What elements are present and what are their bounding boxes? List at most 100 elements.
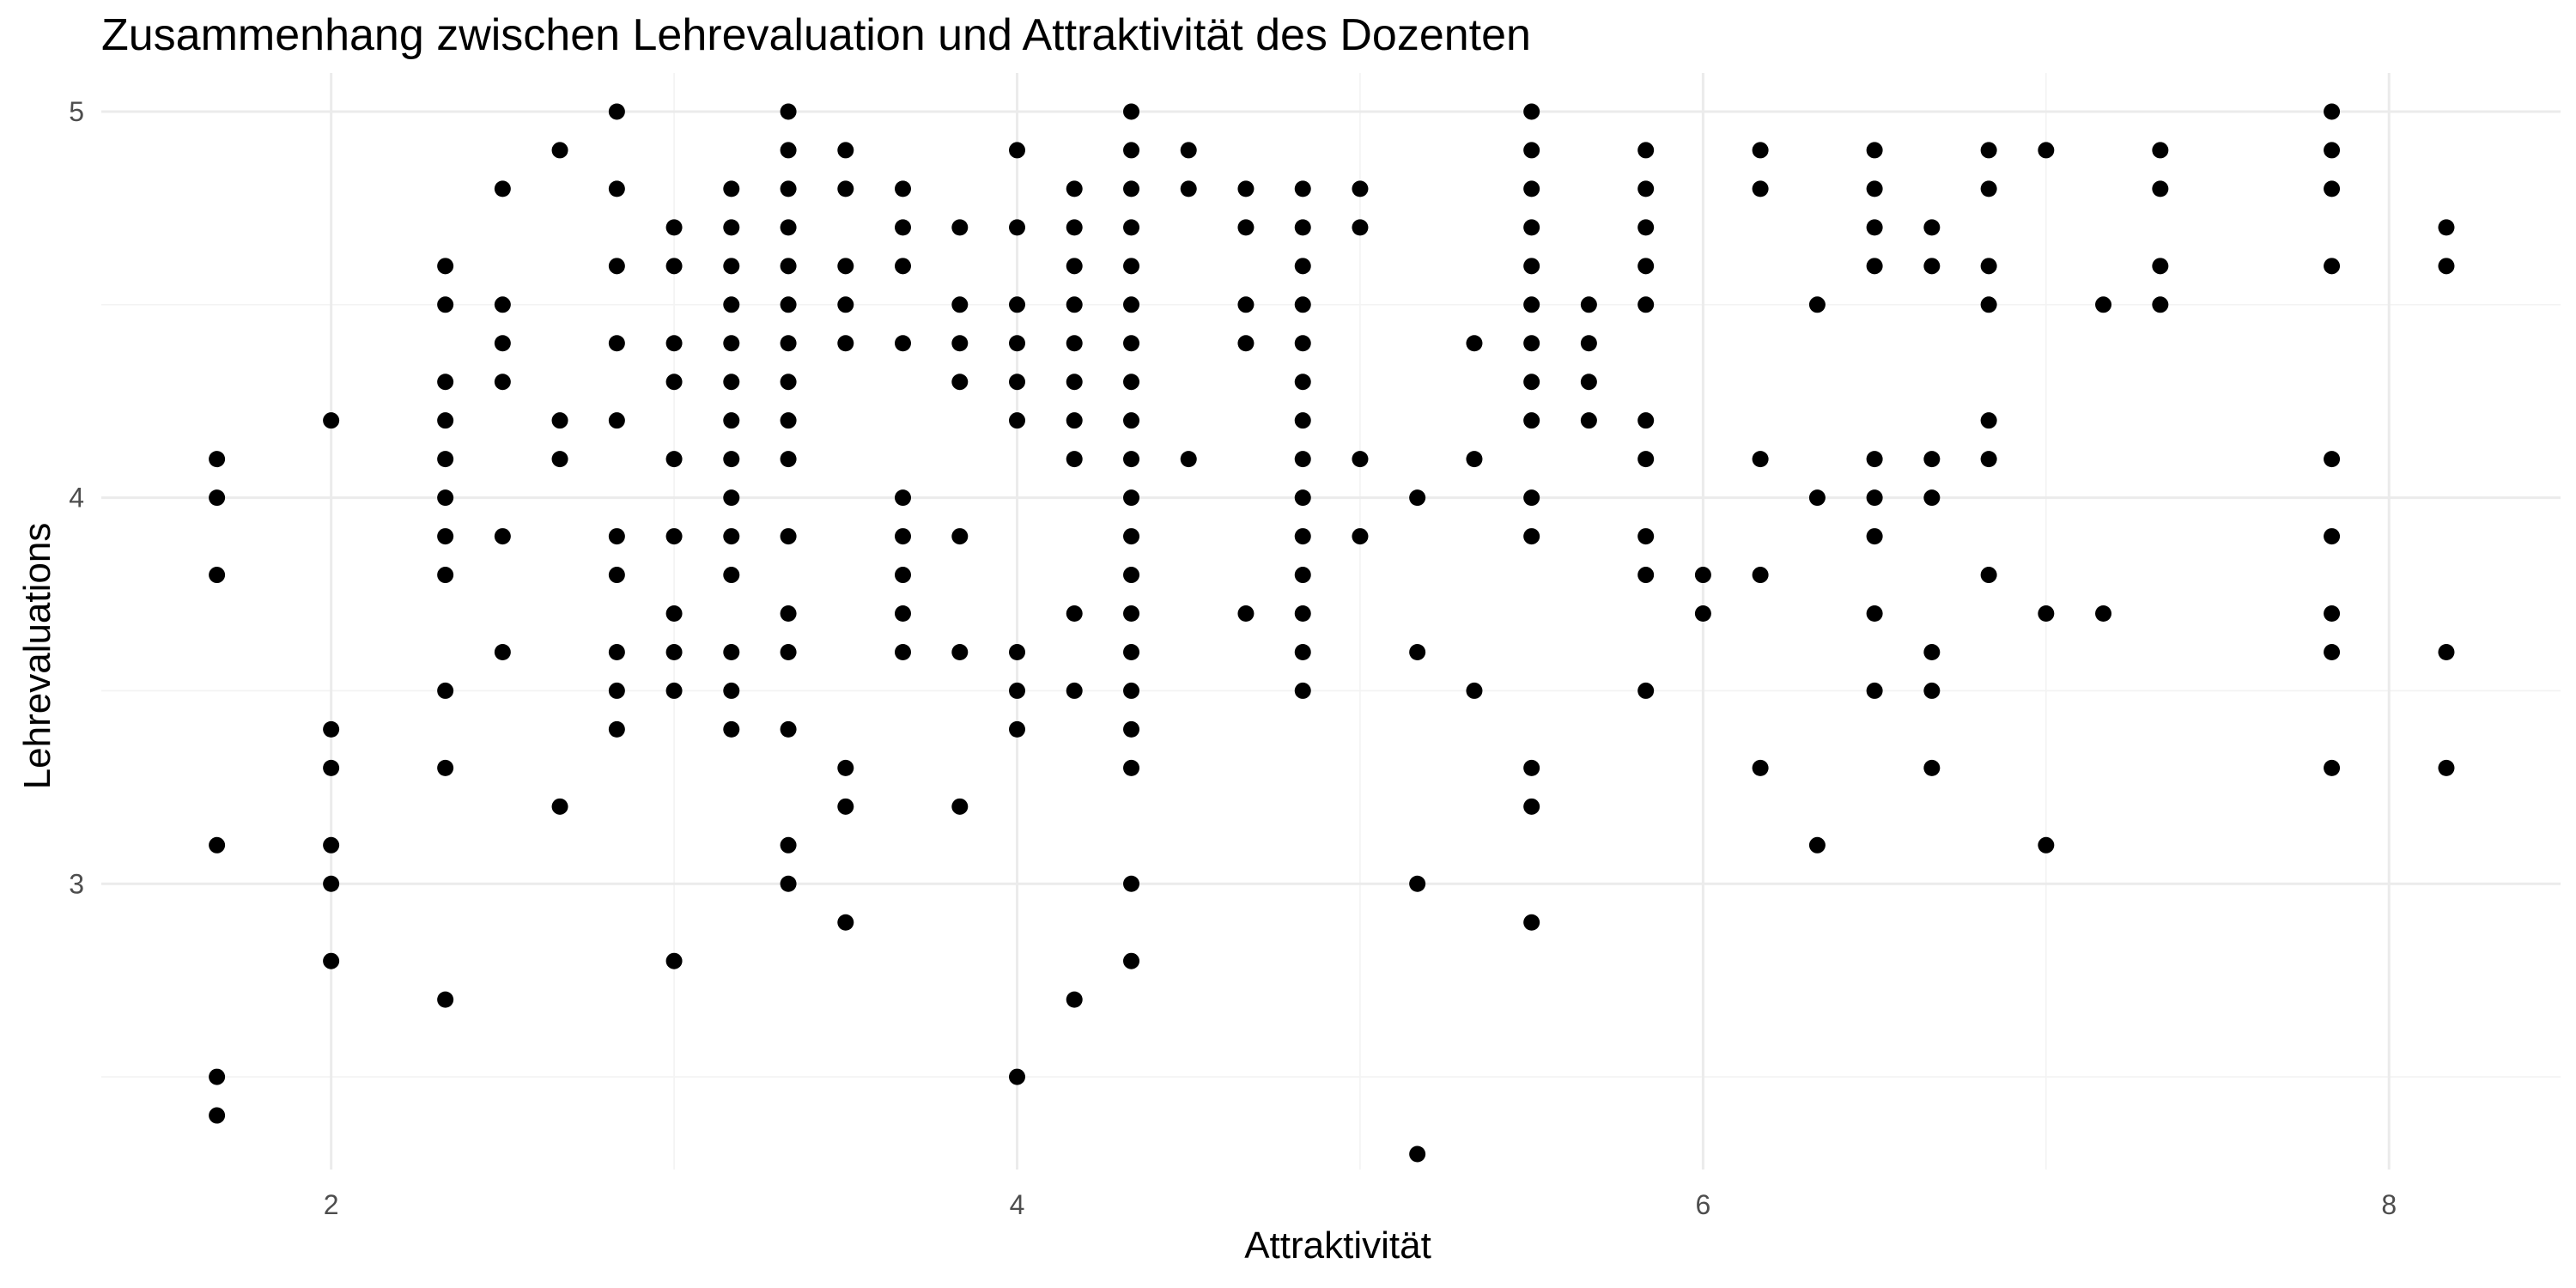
data-point [1123, 875, 1140, 892]
data-point [1123, 180, 1140, 197]
data-point [1580, 374, 1597, 391]
data-point [1580, 412, 1597, 429]
data-point [1294, 489, 1311, 507]
data-point [1523, 180, 1540, 197]
data-point [665, 682, 683, 699]
data-point [1752, 759, 1769, 776]
data-point [608, 528, 625, 545]
data-point [1523, 528, 1540, 545]
data-point [951, 296, 969, 313]
data-point [1123, 374, 1140, 391]
data-point [437, 374, 454, 391]
data-point [1123, 219, 1140, 236]
data-point [1123, 103, 1140, 120]
data-point [2324, 180, 2341, 197]
data-point [494, 296, 511, 313]
data-point [437, 258, 454, 275]
x-tick-label: 4 [1010, 1189, 1025, 1220]
data-point [837, 914, 854, 931]
data-point [2038, 142, 2055, 159]
data-point [1009, 335, 1026, 352]
data-point [1409, 1145, 1426, 1163]
data-point [608, 567, 625, 584]
data-point [1352, 528, 1369, 545]
data-point [1066, 451, 1083, 468]
data-point [1980, 451, 1997, 468]
data-point [951, 798, 969, 815]
data-point [323, 952, 340, 969]
data-point [1637, 219, 1655, 236]
y-axis-title: Lehrevaluations [16, 523, 58, 790]
data-point [209, 1068, 226, 1085]
data-point [780, 528, 797, 545]
data-point [1294, 412, 1311, 429]
data-point [1580, 296, 1597, 313]
data-point [209, 451, 226, 468]
data-point [723, 451, 740, 468]
data-point [1123, 451, 1140, 468]
data-point [494, 528, 511, 545]
data-point [780, 335, 797, 352]
data-point [1466, 335, 1483, 352]
data-point [2095, 605, 2112, 623]
data-point [723, 258, 740, 275]
data-point [723, 528, 740, 545]
data-point [2438, 258, 2455, 275]
data-point [665, 451, 683, 468]
data-point [2152, 258, 2169, 275]
data-point [951, 643, 969, 660]
data-point [894, 219, 911, 236]
data-point [1123, 258, 1140, 275]
data-point [1180, 142, 1197, 159]
data-point [1123, 720, 1140, 738]
data-point [608, 258, 625, 275]
data-point [723, 489, 740, 507]
data-point [2324, 605, 2341, 623]
data-point [1923, 759, 1941, 776]
data-point [1523, 374, 1540, 391]
data-point [1123, 643, 1140, 660]
data-point [1523, 759, 1540, 776]
data-point [2324, 103, 2341, 120]
data-point [1294, 605, 1311, 623]
data-point [1637, 682, 1655, 699]
grid-lines [101, 73, 2561, 1170]
data-point [437, 991, 454, 1008]
data-point [780, 258, 797, 275]
data-point [951, 528, 969, 545]
data-point [1294, 451, 1311, 468]
data-point [1866, 528, 1883, 545]
data-point [1123, 412, 1140, 429]
data-point [1637, 142, 1655, 159]
data-point [665, 605, 683, 623]
data-point [1580, 335, 1597, 352]
data-point [1009, 142, 1026, 159]
data-point [723, 567, 740, 584]
data-point [323, 875, 340, 892]
data-point [665, 258, 683, 275]
data-point [1237, 219, 1255, 236]
data-point [837, 335, 854, 352]
data-point [1066, 605, 1083, 623]
data-point [1866, 605, 1883, 623]
data-point [1352, 451, 1369, 468]
data-point [437, 489, 454, 507]
y-tick-label: 5 [69, 96, 84, 127]
data-point [1009, 412, 1026, 429]
data-point [1637, 296, 1655, 313]
data-point [323, 720, 340, 738]
data-point [951, 335, 969, 352]
data-point [1523, 412, 1540, 429]
data-point [1694, 605, 1711, 623]
data-point [551, 451, 568, 468]
x-tick-label: 6 [1695, 1189, 1710, 1220]
data-point [1752, 180, 1769, 197]
data-point [551, 412, 568, 429]
data-point [1694, 567, 1711, 584]
data-point [437, 451, 454, 468]
data-point [2438, 643, 2455, 660]
data-point [494, 335, 511, 352]
data-point [1123, 335, 1140, 352]
data-point [1637, 258, 1655, 275]
data-point [1523, 296, 1540, 313]
